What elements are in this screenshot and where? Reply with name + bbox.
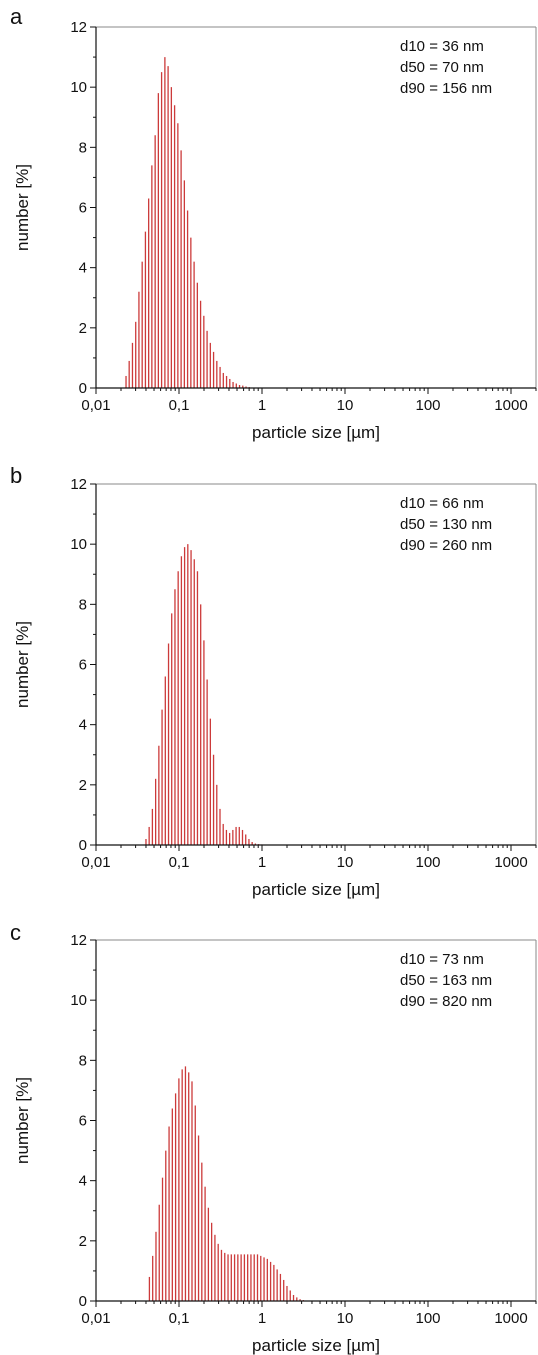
stat-annotation: d50 = 163 nm (400, 972, 492, 989)
y-tick-label: 12 (70, 932, 87, 949)
x-axis-label: particle size [µm] (252, 1336, 380, 1355)
y-tick-label: 8 (79, 1052, 87, 1069)
bar-series (125, 57, 250, 388)
panel-letter: c (10, 920, 21, 945)
y-tick-label: 12 (70, 19, 87, 36)
y-tick-label: 2 (79, 1233, 87, 1250)
x-axis-label: particle size [µm] (252, 880, 380, 899)
bar-series (145, 544, 273, 845)
x-tick-label: 0,1 (169, 854, 190, 871)
panel-letter: a (10, 4, 23, 29)
y-tick-label: 0 (79, 1293, 87, 1310)
y-tick-label: 2 (79, 320, 87, 337)
x-tick-label: 100 (415, 854, 440, 871)
x-tick-label: 1 (258, 854, 266, 871)
stat-annotation: d10 = 73 nm (400, 951, 484, 968)
x-tick-label: 10 (337, 1310, 354, 1327)
stat-annotation: d50 = 70 nm (400, 59, 484, 76)
chart-panel-a: a 0 2 4 6 8 10 12 0,01 0,1 1 10 100 1000 particle size… (10, 4, 537, 442)
chart-panel-b: b 0 2 4 6 8 10 12 0,01 0,1 1 10 100 1000 particle size… (10, 463, 537, 899)
y-tick-label: 4 (79, 1173, 87, 1190)
bar-series (148, 1066, 304, 1301)
x-tick-label: 100 (415, 397, 440, 414)
y-tick-label: 10 (70, 992, 87, 1009)
y-tick-label: 6 (79, 200, 87, 217)
panel-letter: b (10, 463, 22, 488)
y-tick-label: 0 (79, 380, 87, 397)
x-tick-label: 0,01 (81, 397, 110, 414)
x-tick-label: 0,01 (81, 1310, 110, 1327)
y-axis-label: number [%] (13, 621, 32, 708)
x-tick-label: 1 (258, 1310, 266, 1327)
x-tick-label: 100 (415, 1310, 440, 1327)
y-tick-label: 8 (79, 596, 87, 613)
stat-annotation: d90 = 820 nm (400, 993, 492, 1010)
x-tick-label: 1 (258, 397, 266, 414)
y-tick-label: 0 (79, 837, 87, 854)
y-tick-label: 2 (79, 777, 87, 794)
x-tick-label: 0,1 (169, 397, 190, 414)
x-tick-label: 10 (337, 854, 354, 871)
y-tick-label: 6 (79, 657, 87, 674)
y-tick-label: 6 (79, 1113, 87, 1130)
y-tick-label: 4 (79, 717, 87, 734)
x-tick-label: 1000 (494, 854, 527, 871)
x-axis-label: particle size [µm] (252, 423, 380, 442)
stat-annotation: d90 = 260 nm (400, 537, 492, 554)
stat-annotation: d50 = 130 nm (400, 516, 492, 533)
y-axis-label: number [%] (13, 164, 32, 251)
stat-annotation: d10 = 66 nm (400, 495, 484, 512)
chart-panel-c: c 0 2 4 6 8 10 12 0,01 0,1 1 10 100 1000 particle size… (10, 920, 537, 1355)
y-tick-label: 10 (70, 79, 87, 96)
stat-annotation: d90 = 156 nm (400, 80, 492, 97)
stat-annotation: d10 = 36 nm (400, 38, 484, 55)
y-tick-label: 8 (79, 139, 87, 156)
y-tick-label: 4 (79, 260, 87, 277)
x-tick-label: 0,01 (81, 854, 110, 871)
x-tick-label: 1000 (494, 397, 527, 414)
x-tick-label: 0,1 (169, 1310, 190, 1327)
y-axis-label: number [%] (13, 1077, 32, 1164)
x-tick-label: 1000 (494, 1310, 527, 1327)
y-tick-label: 10 (70, 536, 87, 553)
y-tick-label: 12 (70, 476, 87, 493)
x-tick-label: 10 (337, 397, 354, 414)
